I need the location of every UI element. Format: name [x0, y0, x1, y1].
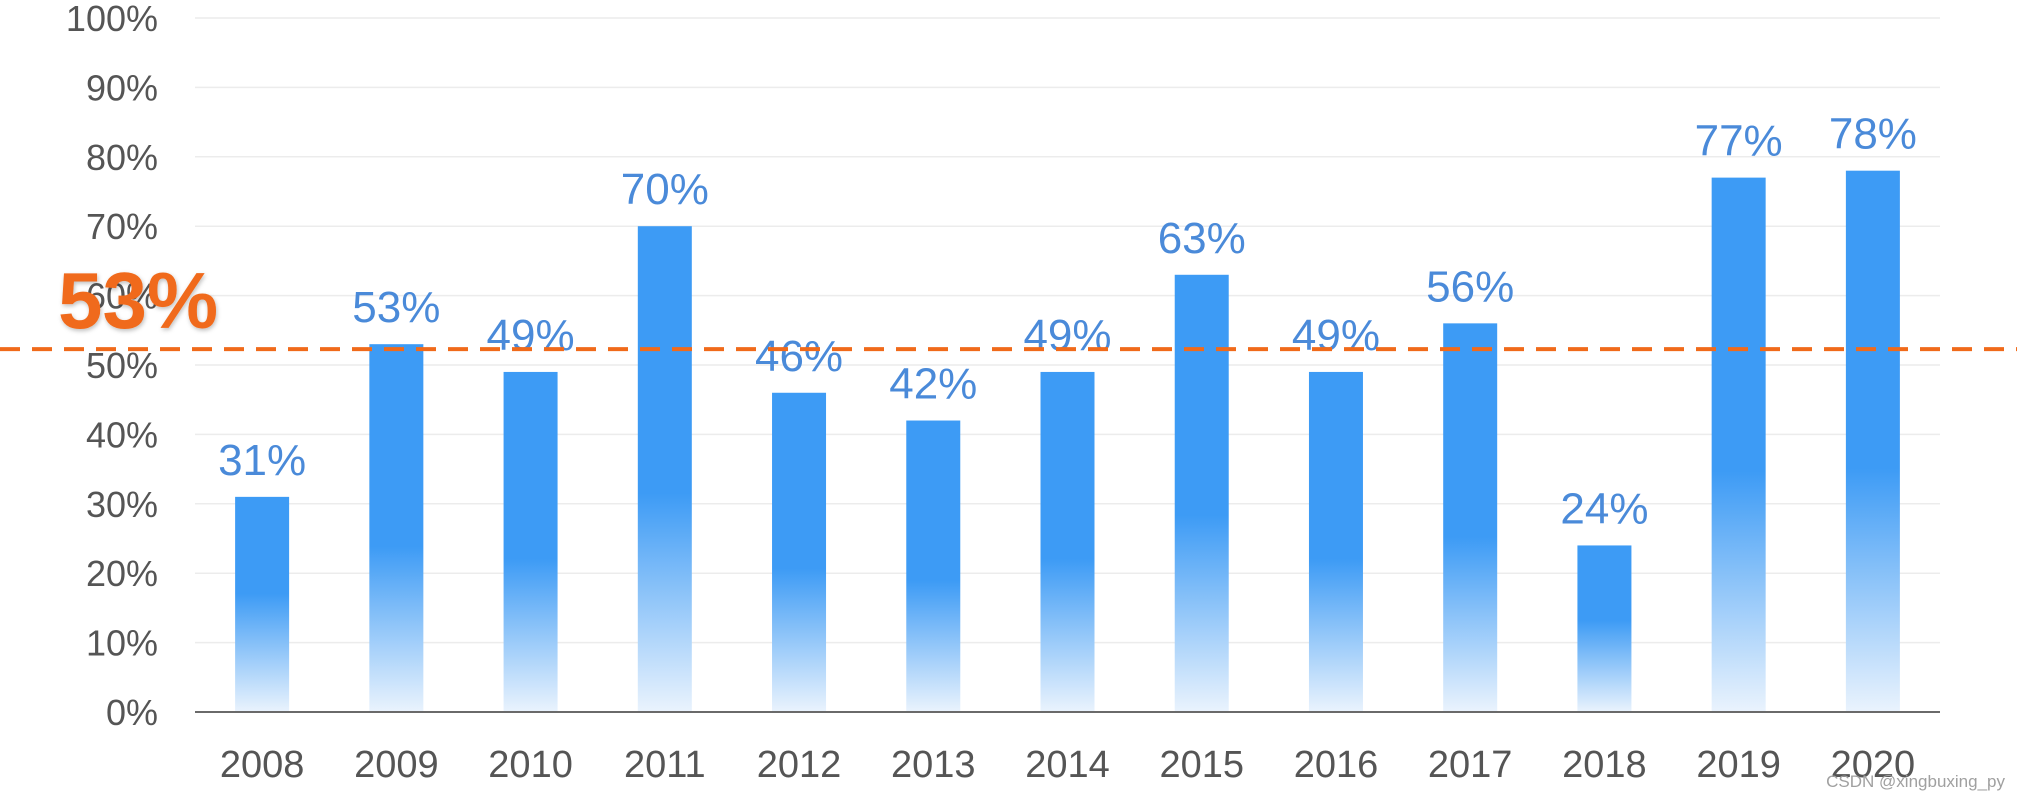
y-tick-label: 20%	[86, 553, 158, 594]
y-tick-label: 50%	[86, 345, 158, 386]
x-tick-label: 2014	[1025, 744, 1110, 786]
y-tick-label: 90%	[86, 67, 158, 108]
y-tick-label: 80%	[86, 137, 158, 178]
x-tick-label: 2008	[220, 744, 305, 786]
bar-2012	[772, 392, 827, 712]
y-tick-label: 0%	[106, 692, 158, 733]
x-tick-label: 2016	[1294, 744, 1379, 786]
bar-2020	[1845, 170, 1900, 712]
x-tick-label: 2020	[1831, 744, 1916, 786]
bar-2011	[637, 226, 692, 712]
y-tick-label: 100%	[66, 0, 158, 39]
data-label-2017: 56%	[1426, 262, 1514, 311]
x-tick-label: 2018	[1562, 744, 1647, 786]
data-label-2018: 24%	[1560, 484, 1648, 533]
x-tick-label: 2009	[354, 744, 439, 786]
data-labels: 31% 53% 49% 70% 46% 42% 49% 63% 49% 56% 24% 77% 78%	[218, 110, 1917, 534]
y-tick-label: 70%	[86, 206, 158, 247]
bar-2013	[906, 420, 961, 712]
x-tick-label: 2010	[488, 744, 573, 786]
data-label-2009: 53%	[352, 283, 440, 332]
bar-2018	[1577, 545, 1632, 712]
bar-2019	[1711, 177, 1766, 712]
bar-2016	[1308, 371, 1363, 712]
bar-2015	[1174, 274, 1229, 712]
data-label-2015: 63%	[1158, 214, 1246, 263]
data-label-2019: 77%	[1695, 117, 1783, 166]
y-axis: 0% 10% 20% 30% 40% 50% 60% 70% 80% 90% 100%	[66, 0, 158, 733]
data-label-2013: 42%	[889, 360, 977, 409]
x-tick-label: 2019	[1696, 744, 1781, 786]
x-tick-label: 2017	[1428, 744, 1513, 786]
y-tick-label: 30%	[86, 484, 158, 525]
bar-2010	[503, 371, 558, 712]
x-tick-label: 2013	[891, 744, 976, 786]
bars	[235, 170, 1900, 712]
watermark-text: CSDN @xingbuxing_py	[1826, 772, 2005, 791]
bar-2009	[369, 344, 424, 712]
bar-2017	[1443, 323, 1498, 712]
data-label-2020: 78%	[1829, 110, 1917, 159]
data-label-2014: 49%	[1023, 311, 1111, 360]
x-axis: 2008 2009 2010 2011 2012 2013 2014 2015 2016 2017…	[195, 711, 1940, 786]
x-tick-label: 2011	[624, 744, 706, 786]
reference-line-group: 53%	[0, 256, 2017, 352]
y-tick-label: 10%	[86, 623, 158, 664]
data-label-2016: 49%	[1292, 311, 1380, 360]
data-label-2012: 46%	[755, 332, 843, 381]
y-tick-label: 60%	[86, 276, 158, 317]
data-label-2011: 70%	[621, 165, 709, 214]
gridlines	[195, 17, 1940, 644]
data-label-2010: 49%	[487, 311, 575, 360]
bar-2014	[1040, 371, 1095, 712]
x-tick-label: 2012	[757, 744, 842, 786]
reference-label: 53%	[58, 256, 218, 345]
data-label-2008: 31%	[218, 436, 306, 485]
x-tick-label: 2015	[1159, 744, 1244, 786]
bar-2008	[235, 496, 290, 712]
y-tick-label: 40%	[86, 414, 158, 455]
